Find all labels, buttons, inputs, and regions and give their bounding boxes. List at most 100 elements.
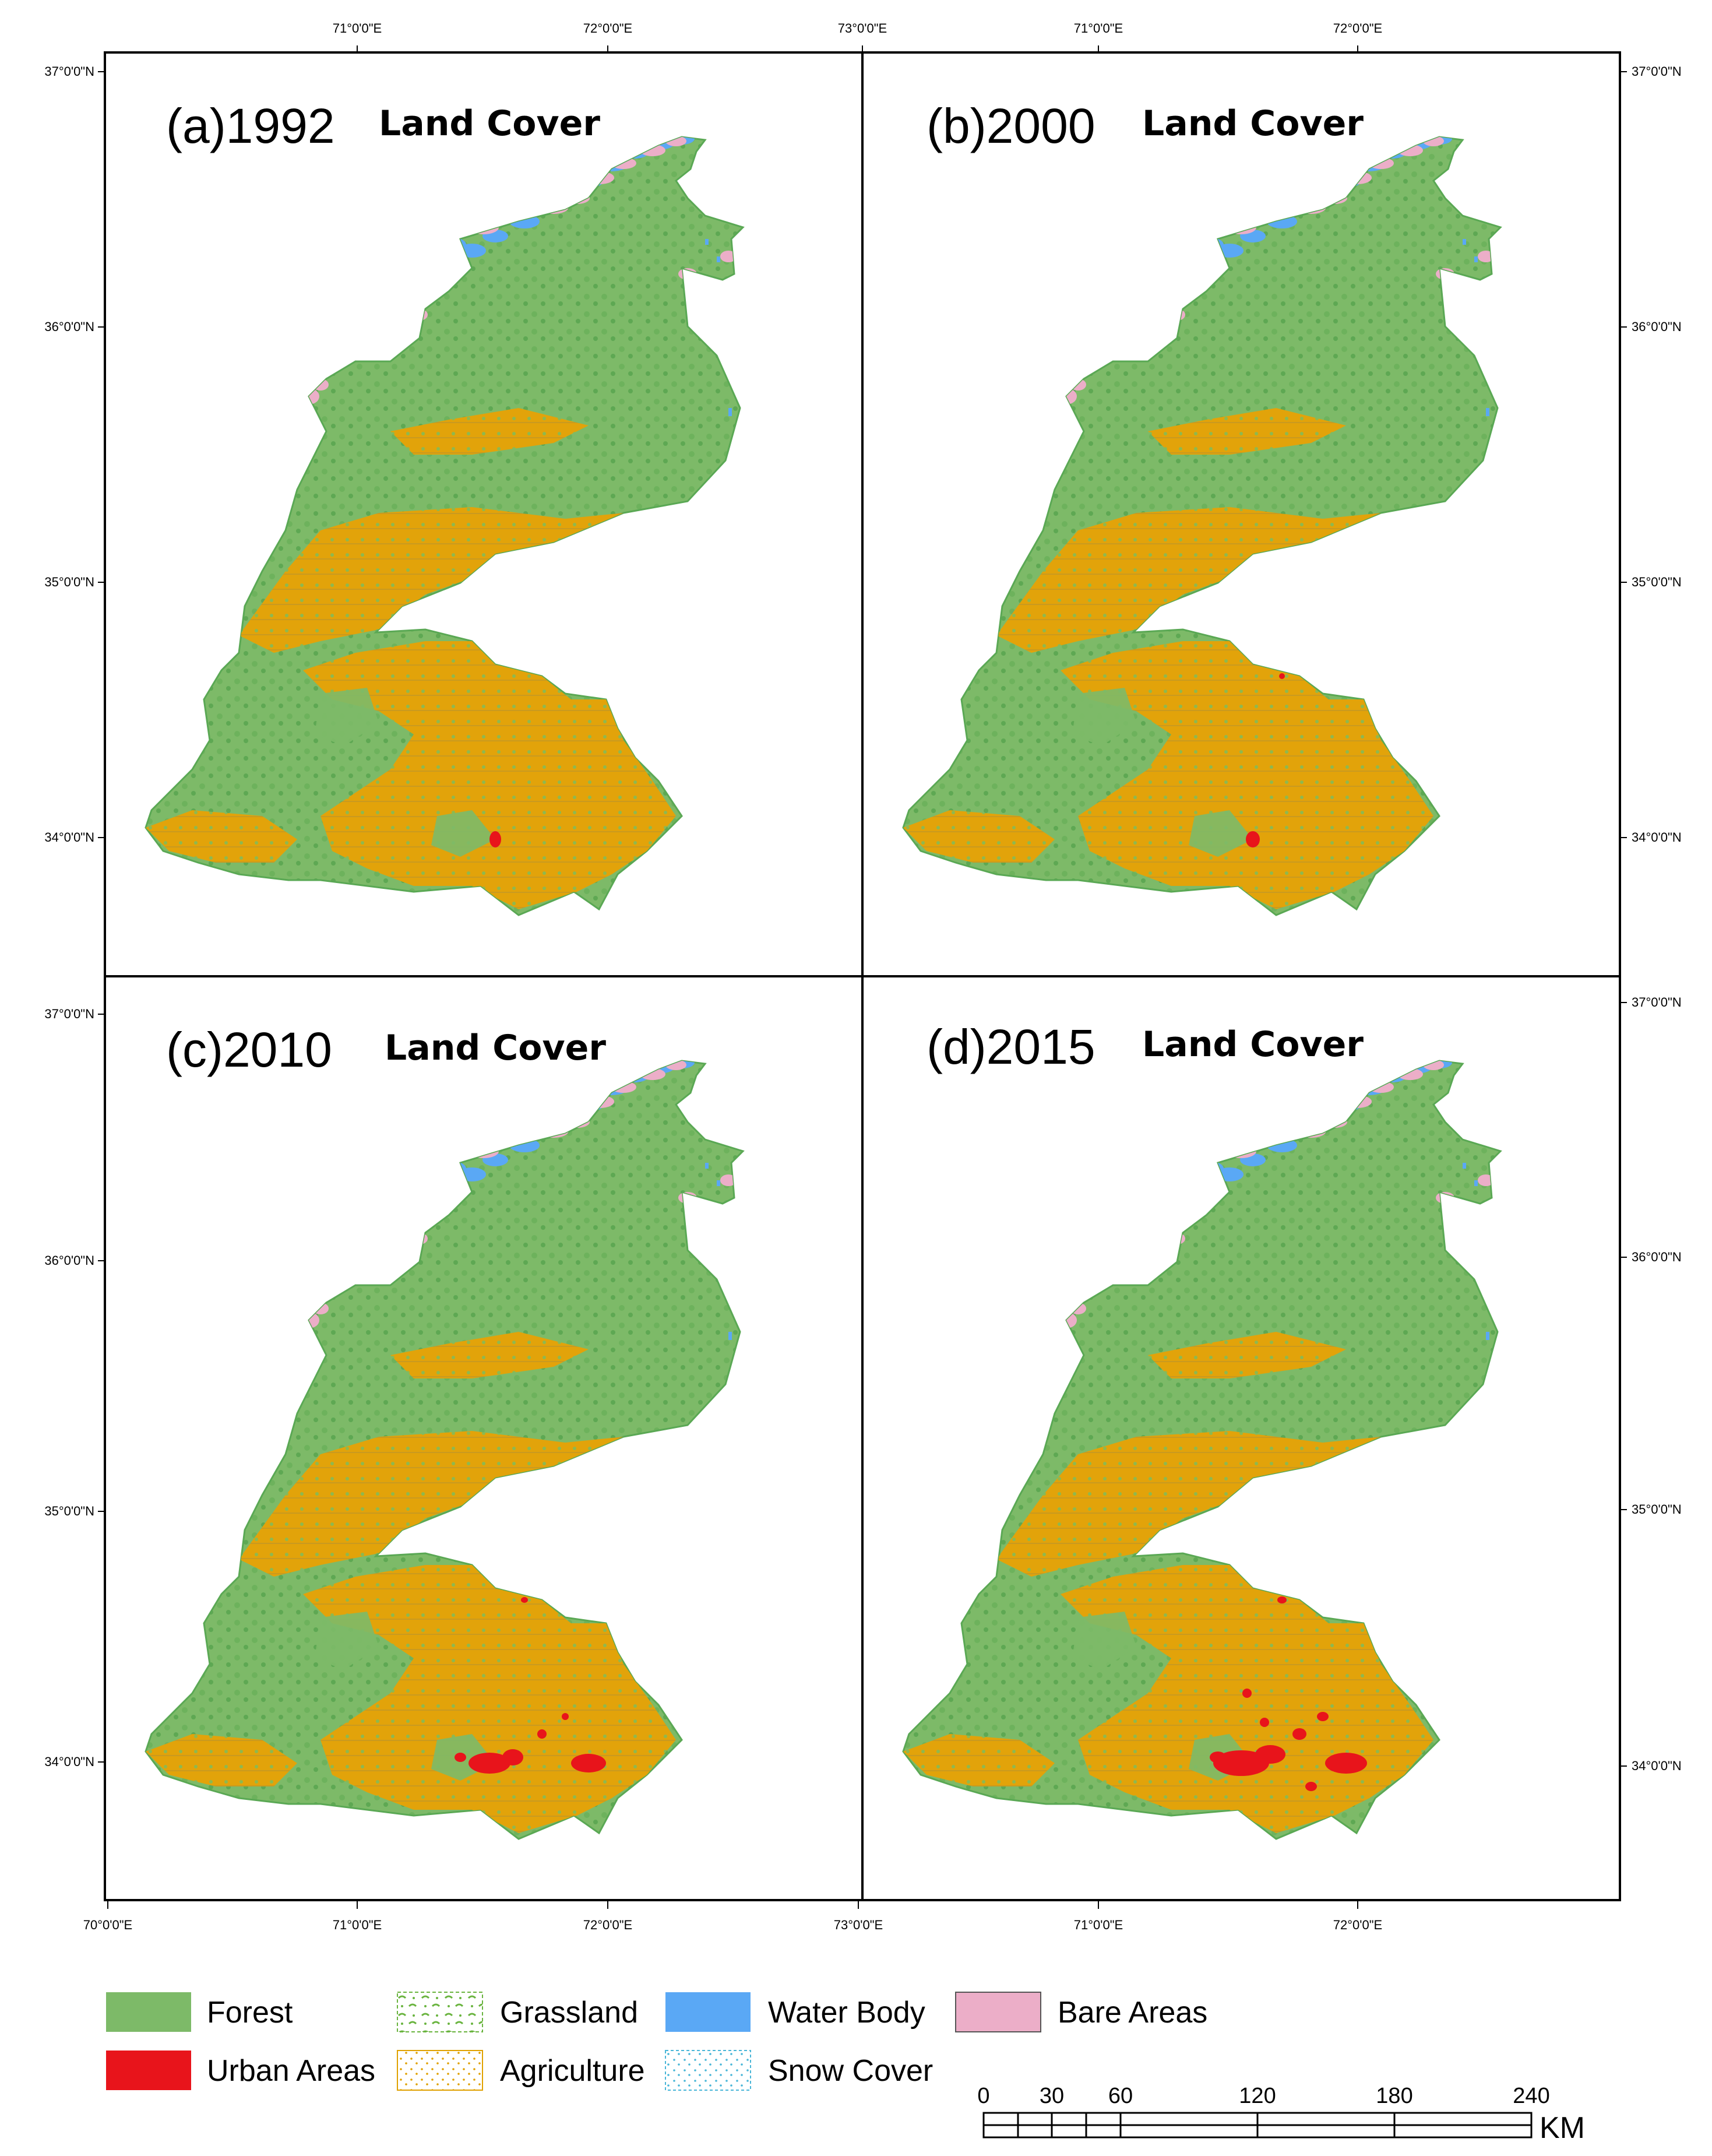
forest-area [1072,688,1136,746]
panel-subtitle-c: Land Cover [385,1028,606,1068]
bare-patch [411,1233,428,1244]
water-patch [1474,256,1478,262]
lat-tick-right: 35°0'0"N [1632,575,1682,589]
lon-tick-top: 71°0'0"E [1074,21,1123,36]
panel-2000 [902,136,1502,916]
water-patch [1331,174,1361,188]
lat-tick-left: 35°0'0"N [44,575,94,589]
water-patch [449,1135,495,1156]
legend: Forest Grassland Water Body Bare Areas U… [106,1992,1207,2091]
panel-label-c: (c)2010 [166,1022,332,1077]
water-patch [573,1098,604,1112]
forest-area [1270,1518,1346,1565]
bare-patch [1296,1124,1326,1138]
lat-tick-right: 35°0'0"N [1632,1502,1682,1517]
urban-patch [537,1729,547,1739]
agriculture-area [996,507,1381,653]
bare-patch [298,1312,319,1328]
water-patch [524,190,559,206]
water-patch [705,1163,709,1169]
urban-patch [1361,1530,1378,1542]
forest-swatch [106,1992,191,2032]
water-patch [524,1114,559,1130]
urban-patch [544,632,551,639]
urban-patch [562,662,568,667]
bare-patch [411,309,428,321]
lat-tick-left: 36°0'0"N [44,319,94,334]
bare-patch [640,1068,665,1080]
urban-patch [1319,661,1326,668]
water-patch [1306,185,1339,200]
water-patch [734,356,737,363]
bare-patch [1478,251,1494,262]
lat-tick-left: 37°0'0"N [44,1007,94,1021]
bare-swatch [955,1992,1041,2032]
lat-tick-right: 36°0'0"N [1632,319,1682,334]
water-patch [717,1180,720,1186]
bare-patch [640,145,665,156]
panel-subtitle-a: Land Cover [379,103,600,144]
urban-patch [1340,1584,1352,1593]
water-patch [728,408,732,416]
water-patch [549,185,582,200]
agriculture-area [1148,1332,1346,1378]
urban-patch [1213,1750,1269,1776]
panel-2010 [145,1060,745,1840]
water-patch [728,291,732,300]
urban-patch [571,1754,606,1772]
bottom-longitude-axis: 70°0'0"E 71°0'0"E 72°0'0"E 73°0'0"E 71°0… [83,1900,1382,1932]
bare-patch [298,388,319,405]
bare-patch [1226,220,1256,234]
bare-patch [1169,309,1185,321]
water-patch [549,1109,582,1124]
water-patch [717,256,720,262]
water-patch [705,239,709,245]
urban-swatch [106,2051,191,2090]
water-patch [498,195,540,213]
lat-tick-left: 36°0'0"N [44,1253,94,1268]
water-patch [723,326,726,336]
water-patch [1282,190,1317,206]
forest-area [431,810,495,857]
bare-patch [538,1124,569,1138]
urban-patch [1325,1753,1367,1774]
water-patch [478,1131,513,1148]
water-patch [1206,211,1253,232]
water-patch [1255,1119,1297,1137]
legend-label-water: Water Body [768,1996,925,2030]
legend-label-grassland: Grassland [500,1996,638,2030]
snow-swatch [665,2050,751,2091]
scale-tick-label: 180 [1376,2084,1412,2108]
water-patch [1189,1160,1224,1177]
bare-patch [312,379,329,391]
grassland-swatch [397,1992,483,2032]
bare-patch [468,220,499,234]
legend-label-urban: Urban Areas [207,2054,375,2088]
water-patch [1480,1250,1484,1260]
lon-tick-bottom: 70°0'0"E [83,1918,132,1932]
lon-tick-bottom: 72°0'0"E [583,1918,632,1932]
scale-tick-label: 0 [977,2084,989,2108]
bare-patch [720,1174,737,1186]
bare-patch [1226,1144,1256,1158]
water-patch [1486,1215,1489,1223]
agriculture-area [146,1734,297,1786]
water-patch [1492,1279,1495,1286]
agriculture-area [903,1734,1055,1786]
forest-area [1270,595,1346,641]
bare-patch [564,192,590,204]
urban-patch [1317,1712,1329,1721]
top-longitude-axis: 71°0'0"E 72°0'0"E 73°0'0"E 71°0'0"E 72°0… [333,21,1382,52]
urban-patch [1260,1718,1269,1727]
water-patch [1486,408,1489,416]
lat-tick-right: 37°0'0"N [1632,995,1682,1010]
forest-area [513,595,589,641]
lon-tick-bottom: 72°0'0"E [1333,1918,1382,1932]
scale-tick-label: 60 [1108,2084,1133,2108]
bare-patch [1322,1116,1347,1128]
bare-patch [493,206,521,219]
urban-patch [502,1749,523,1765]
lon-tick-bottom: 71°0'0"E [333,1918,382,1932]
scale-tick-label: 30 [1040,2084,1064,2108]
lon-tick-top: 72°0'0"E [1333,21,1382,36]
